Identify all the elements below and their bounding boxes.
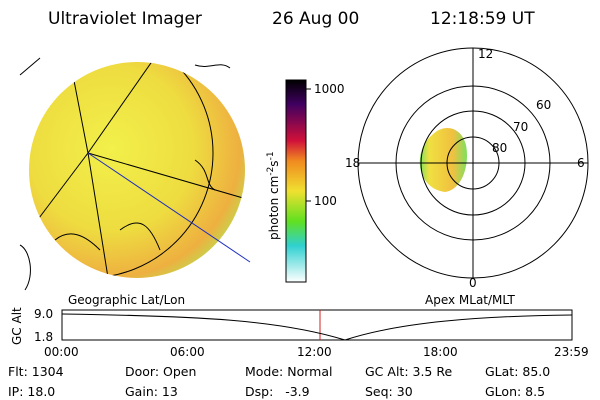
panel-label: Geographic Lat/Lon	[68, 293, 185, 307]
x-tick: 06:00	[170, 345, 205, 359]
header: Ultraviolet Imager 26 Aug 00 12:18:59 UT	[48, 9, 535, 29]
x-tick: 23:59	[554, 345, 589, 359]
colorbar-scale	[285, 79, 307, 283]
earth-disk	[29, 62, 245, 278]
mlt-label: 0	[469, 276, 477, 290]
unit-mid: s	[267, 160, 281, 166]
status-field: GLon: 8.5	[485, 384, 545, 399]
aurora	[419, 127, 468, 192]
panel-label: Apex MLat/MLT	[425, 293, 515, 307]
status-field: GC Alt: 3.5 Re	[365, 364, 452, 379]
instrument: Ultraviolet Imager	[48, 9, 202, 29]
x-tick: 00:00	[44, 345, 79, 359]
lat-label: 80	[492, 141, 507, 155]
altitude-curve	[61, 313, 573, 341]
x-tick: 12:00	[297, 345, 332, 359]
mlt-label: 6	[577, 156, 585, 170]
unit-exp: -1	[266, 151, 276, 160]
status-field: Flt: 1304	[8, 364, 64, 379]
lat-label: 60	[536, 98, 551, 112]
plot-frame	[61, 309, 573, 341]
mlt-label: 12	[478, 47, 493, 61]
x-tick: 18:00	[423, 345, 458, 359]
unit-base: photon cm	[267, 176, 281, 240]
lat-label: 70	[513, 120, 528, 134]
coastline	[54, 159, 216, 251]
polar-labels: 12 18 6 0 60 70 80	[345, 47, 585, 290]
status-field: Mode: Normal	[245, 364, 332, 379]
status-field: Door: Open	[125, 364, 196, 379]
coastline	[19, 57, 231, 291]
y-tick: 1.8	[34, 330, 53, 344]
colorbar-tick: 100	[314, 194, 337, 208]
status-field: Seq: 30	[365, 384, 413, 399]
lon-line	[87, 152, 245, 201]
status-field: IP: 18.0	[8, 384, 55, 399]
colorbar: 1000 100 photon cm-2s-1	[266, 79, 345, 283]
lon-line	[87, 62, 161, 154]
lat-circle	[29, 62, 214, 278]
time: 12:18:59 UT	[430, 9, 535, 29]
lon-line	[87, 152, 111, 278]
polar-plot	[357, 47, 589, 279]
date: 26 Aug 00	[272, 9, 359, 29]
colorbar-unit: photon cm-2s-1	[266, 151, 281, 240]
colorbar-tick: 1000	[314, 82, 345, 96]
y-tick: 9.0	[34, 307, 53, 321]
unit-exp: -2	[266, 167, 276, 176]
axis-label: GC Alt	[10, 307, 24, 345]
status-field: GLat: 85.0	[485, 364, 550, 379]
status-field: Dsp: -3.9	[245, 384, 310, 399]
status-field: Gain: 13	[125, 384, 178, 399]
terminator	[87, 152, 251, 263]
status: Flt: 1304 Door: Open Mode: Normal GC Alt: 3…	[8, 364, 550, 399]
mlt-label: 18	[345, 156, 360, 170]
earth-image	[19, 57, 251, 291]
altitude-plot: GC Alt 9.0 1.8 00:00 06:00 12:00 18:00 2…	[10, 307, 589, 359]
